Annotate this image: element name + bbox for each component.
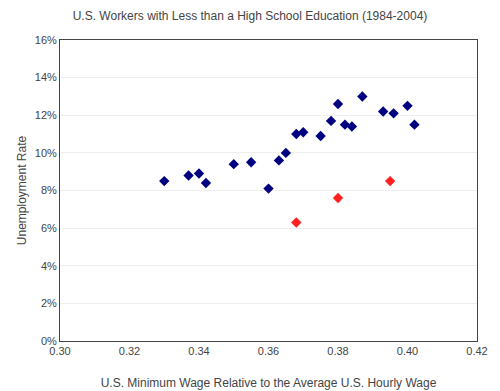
svg-text:0.32: 0.32 xyxy=(119,345,140,357)
svg-text:2%: 2% xyxy=(41,297,57,309)
svg-text:8%: 8% xyxy=(41,184,57,196)
svg-text:12%: 12% xyxy=(35,109,57,121)
svg-text:0.42: 0.42 xyxy=(466,345,487,357)
svg-text:16%: 16% xyxy=(35,34,57,46)
svg-text:14%: 14% xyxy=(35,71,57,83)
svg-text:10%: 10% xyxy=(35,147,57,159)
svg-text:U.S. Minimum Wage Relative to: U.S. Minimum Wage Relative to the Averag… xyxy=(101,376,437,390)
svg-text:Unemployment Rate: Unemployment Rate xyxy=(15,135,29,245)
svg-text:0.38: 0.38 xyxy=(327,345,348,357)
svg-text:0.40: 0.40 xyxy=(397,345,418,357)
svg-text:0.36: 0.36 xyxy=(258,345,279,357)
svg-text:6%: 6% xyxy=(41,222,57,234)
svg-text:0%: 0% xyxy=(41,335,57,347)
svg-text:U.S. Workers with Less than a: U.S. Workers with Less than a High Schoo… xyxy=(73,9,428,23)
svg-text:4%: 4% xyxy=(41,260,57,272)
svg-text:0.30: 0.30 xyxy=(49,345,70,357)
svg-text:0.34: 0.34 xyxy=(188,345,209,357)
